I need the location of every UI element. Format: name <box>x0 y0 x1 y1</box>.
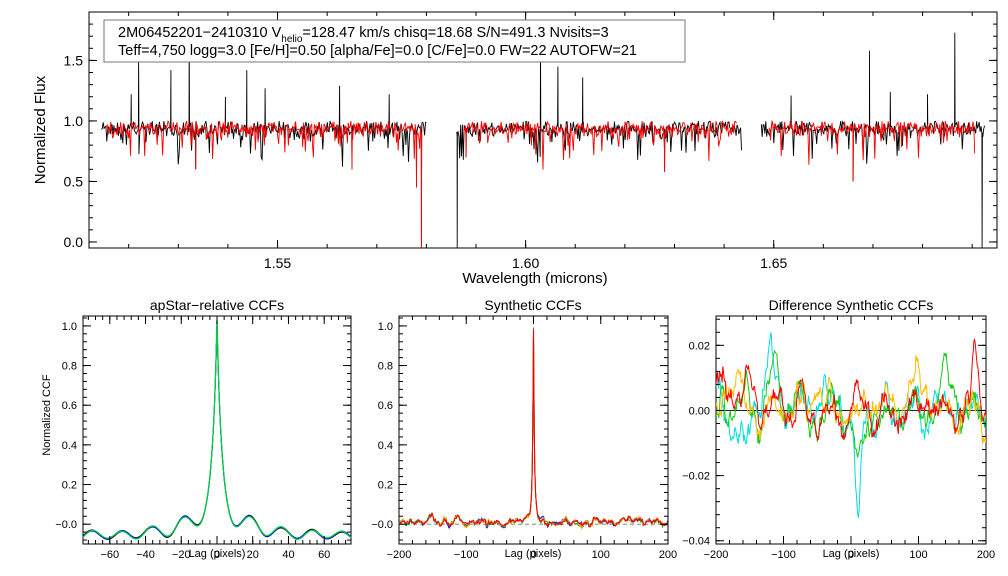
apstar-ccf-ccf-black <box>82 320 352 540</box>
apstar-ccf-ccf-green <box>82 319 352 540</box>
apstar-ccf-ytick-label: −0.0 <box>55 519 77 531</box>
synthetic-ccf-xtick-label: −100 <box>454 549 479 561</box>
spectrum-xtick-label: 1.55 <box>264 255 291 271</box>
synthetic-ccf-panel: −200 −100 0 100 200 −0.0 0.2 0.4 0.6 0.8 1.0 Synth… <box>371 297 677 561</box>
spectrum-panel: 1.55 1.60 1.65 0.0 0.5 1.0 1.5 Normalized Flux… <box>32 11 998 287</box>
apstar-ccf-ccf-blue <box>82 320 352 540</box>
spectrum-ticks: 1.55 1.60 1.65 0.0 0.5 1.0 1.5 <box>64 12 997 271</box>
apstar-ccf-ticks: −60 −40 −20 0 20 40 60 −0.0 0.2 0.4 0.6 0.8 1.0 <box>55 316 351 561</box>
difference-ccf-diff-yellow <box>716 354 986 445</box>
spectrum-xtick-label: 1.60 <box>512 255 539 271</box>
apstar-ccf-panel: −60 −40 −20 0 20 40 60 −0.0 0.2 0.4 0.6 0.8 1.0 apSt… <box>41 297 352 561</box>
spectrum-xtick-label: 1.65 <box>760 255 787 271</box>
annotation-line1: 2M06452201−2410310 Vhelio=128.47 km/s ch… <box>118 25 609 45</box>
spectrum-ytick-label: 0.5 <box>64 173 84 189</box>
apstar-ccf-title: apStar−relative CCFs <box>150 297 284 313</box>
annotation-line1-sub: helio <box>281 34 303 45</box>
apstar-ccf-plot-area <box>82 319 352 540</box>
spectrum-xlabel: Wavelength (microns) <box>462 270 607 287</box>
difference-ccf-ytick-label: −0.02 <box>682 471 710 483</box>
apstar-ccf-xtick-label: −40 <box>136 549 155 561</box>
synthetic-ccf-plot-area <box>398 327 669 531</box>
synthetic-ccf-ticks: −200 −100 0 100 200 −0.0 0.2 0.4 0.6 0.8 1.0 <box>371 316 677 561</box>
apstar-ccf-xtick-label: 40 <box>282 549 294 561</box>
apstar-ccf-ylabel: Normalized CCF <box>41 374 53 456</box>
synthetic-ccf-xtick-label: 100 <box>592 549 610 561</box>
spectrum-ytick-label: 0.0 <box>64 234 84 250</box>
synthetic-ccf-syn-red <box>398 329 669 529</box>
apstar-ccf-xtick-label: 60 <box>318 549 330 561</box>
difference-ccf-panel: −200 −100 0 100 200 −0.04 −0.02 0.00 0.02 Differ… <box>682 297 995 561</box>
difference-ccf-lines <box>716 332 986 518</box>
apstar-ccf-frame <box>82 315 352 545</box>
spectrum-observed-chip-2 <box>760 32 986 248</box>
synthetic-ccf-ytick-label: 0.2 <box>378 480 393 492</box>
annotation-line1-post: =128.47 km/s chisq=18.68 S/N=491.3 Nvisi… <box>302 25 608 41</box>
apstar-ccf-ytick-label: 0.4 <box>62 440 77 452</box>
synthetic-ccf-xtick-label: −200 <box>387 549 412 561</box>
difference-ccf-xtick-label: −200 <box>704 549 729 561</box>
apstar-ccf-xtick-label: 0 <box>214 549 220 561</box>
difference-ccf-plot-area <box>716 332 986 518</box>
apstar-ccf-xtick-label: 20 <box>247 549 259 561</box>
difference-ccf-diff-cyan <box>716 332 986 518</box>
synthetic-ccf-xtick-label: 200 <box>659 549 677 561</box>
apstar-ccf-xtick-label: −20 <box>172 549 191 561</box>
synthetic-ccf-title: Synthetic CCFs <box>484 297 581 313</box>
difference-ccf-xtick-label: 200 <box>977 549 995 561</box>
annotation-line2: Teff=4,750 logg=3.0 [Fe/H]=0.50 [alpha/F… <box>118 43 637 59</box>
apstar-ccf-xtick-label: −60 <box>100 549 119 561</box>
spectrum-plot-area <box>101 32 986 248</box>
synthetic-ccf-xlabel: Lag (pixels) <box>505 548 562 560</box>
difference-ccf-xtick-label: 0 <box>848 549 854 561</box>
spectrum-ylabel: Normalized Flux <box>32 75 49 184</box>
spectrum-ytick-label: 1.0 <box>64 113 84 129</box>
spectrum-model-chip-0 <box>106 120 423 248</box>
synthetic-ccf-ytick-label: 1.0 <box>378 321 393 333</box>
difference-ccf-xlabel: Lag (pixels) <box>823 548 880 560</box>
difference-ccf-ticks: −200 −100 0 100 200 −0.04 −0.02 0.00 0.02 <box>682 316 995 561</box>
apstar-ccf-xlabel: Lag (pixels) <box>189 548 246 560</box>
apstar-ccf-ytick-label: 0.6 <box>62 400 77 412</box>
spectrum-model-chip-2 <box>768 120 976 182</box>
synthetic-ccf-xtick-label: 0 <box>530 549 536 561</box>
difference-ccf-ytick-label: 0.02 <box>689 340 710 352</box>
synthetic-ccf-ytick-label: 0.6 <box>378 400 393 412</box>
spectrum-observed-chip-1 <box>455 44 742 248</box>
difference-ccf-diff-green <box>716 349 986 458</box>
difference-ccf-xtick-label: 100 <box>909 549 927 561</box>
spectrum-frame <box>88 11 998 249</box>
apstar-ccf-ytick-label: 0.2 <box>62 480 77 492</box>
synthetic-ccf-ytick-label: −0.0 <box>371 519 393 531</box>
difference-ccf-xtick-label: −100 <box>771 549 796 561</box>
difference-ccf-diff-red <box>716 338 986 442</box>
spectrum-ytick-label: 1.5 <box>64 52 84 68</box>
apstar-ccf-ytick-label: 0.8 <box>62 361 77 373</box>
difference-ccf-ytick-label: −0.04 <box>682 536 710 548</box>
synthetic-ccf-ytick-label: 0.8 <box>378 361 393 373</box>
apstar-ccf-ytick-label: 1.0 <box>62 321 77 333</box>
spectrum-lines <box>101 32 986 248</box>
spectrum-model-chip-1 <box>463 120 737 172</box>
difference-ccf-ytick-label: 0.00 <box>689 405 710 417</box>
annotation-box <box>103 19 686 63</box>
difference-ccf-title: Difference Synthetic CCFs <box>769 297 934 313</box>
synthetic-ccf-ytick-label: 0.4 <box>378 440 393 452</box>
annotation-line1-pre: 2M06452201−2410310 V <box>118 25 282 41</box>
